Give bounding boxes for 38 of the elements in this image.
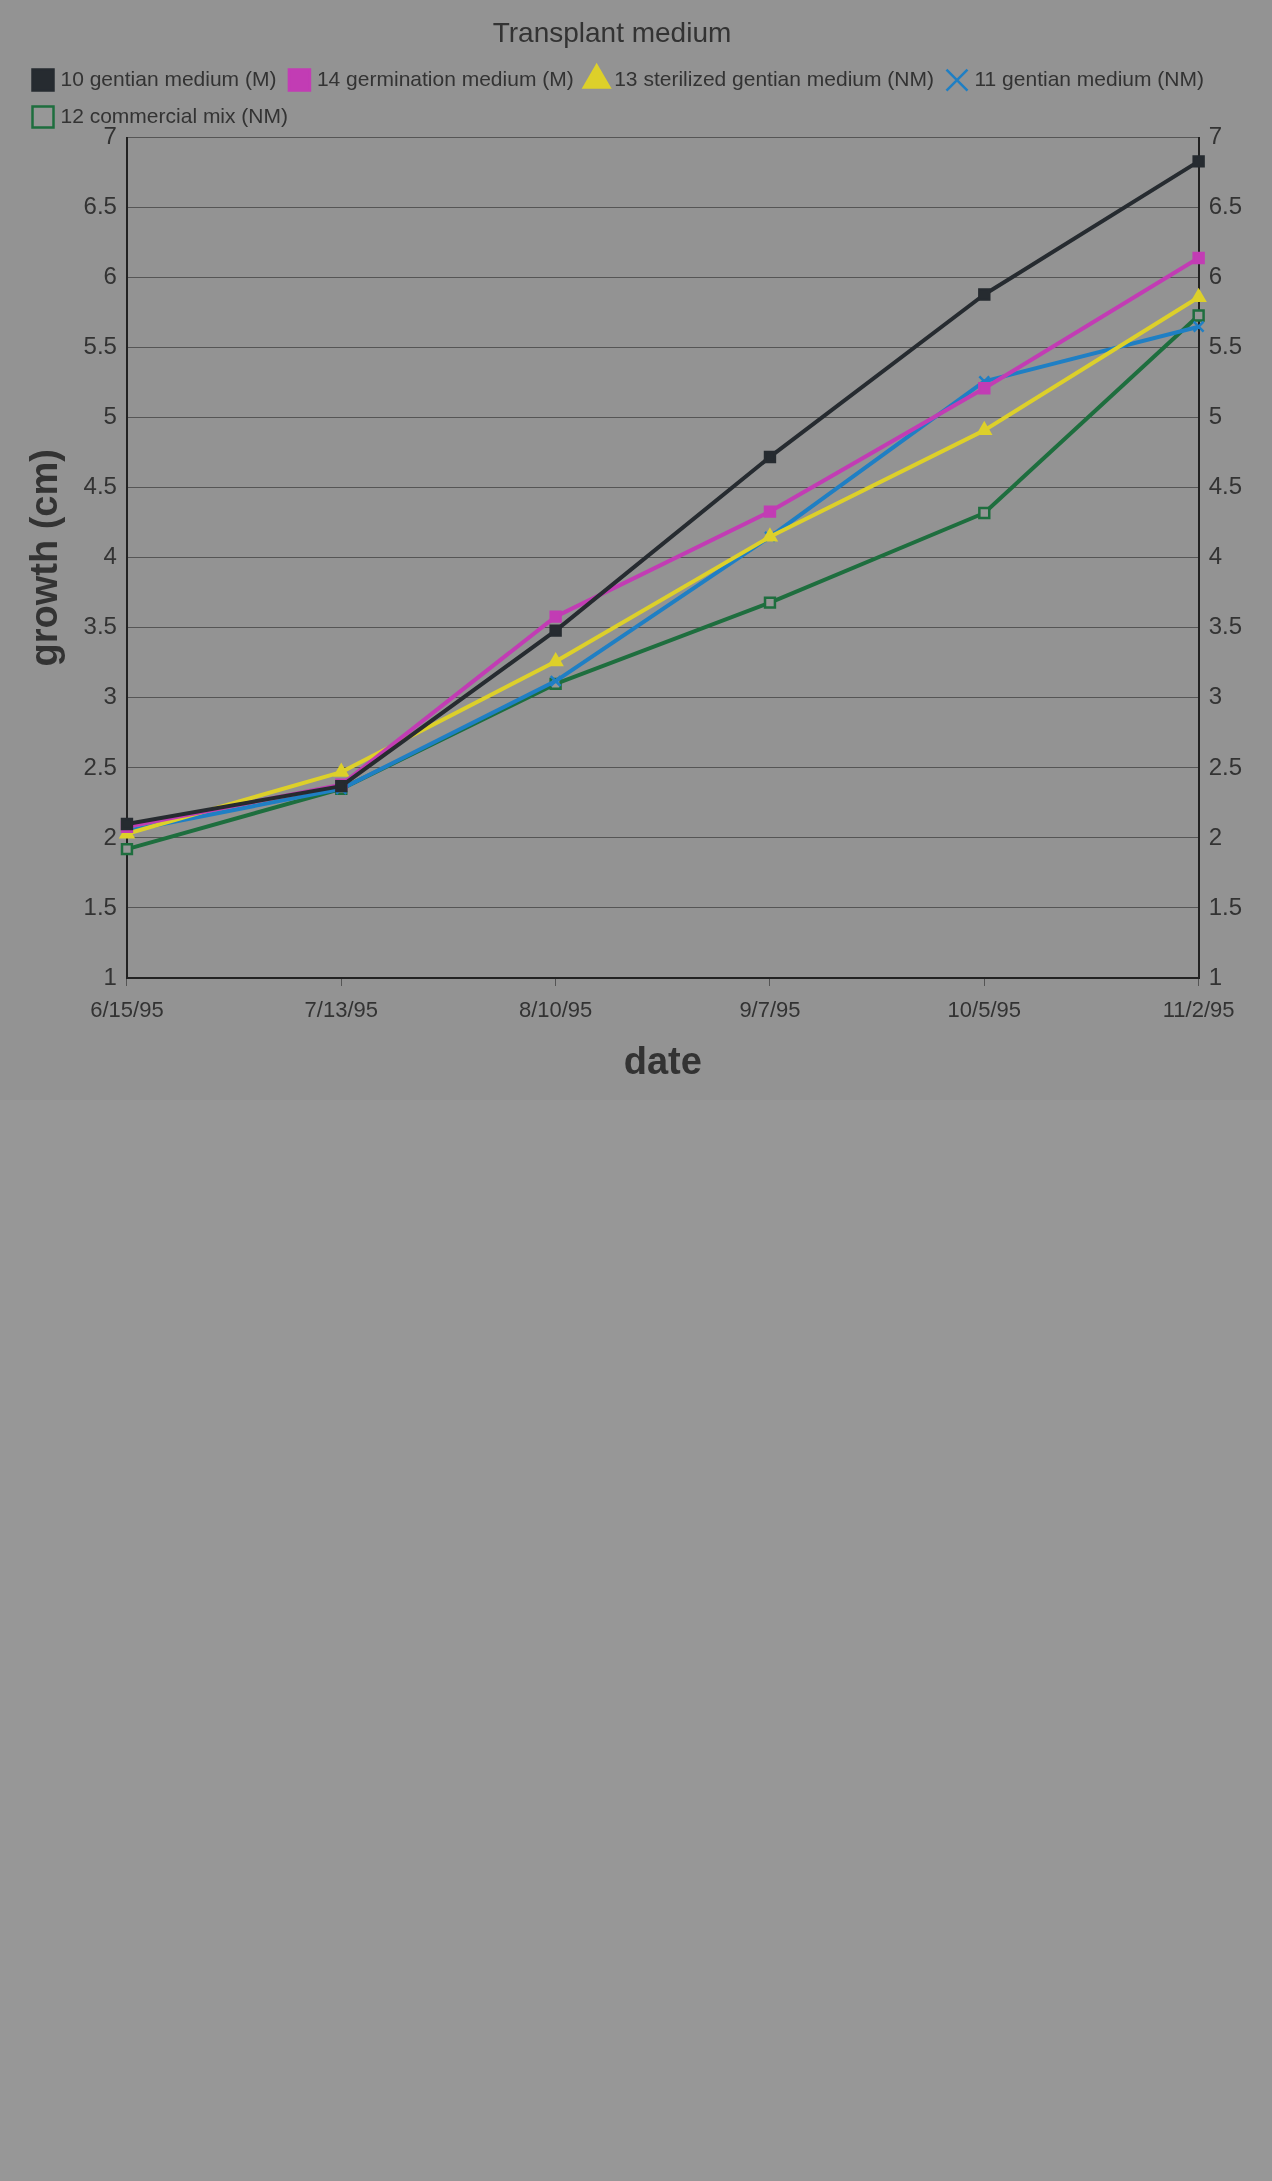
y-tick-label: 4 bbox=[103, 542, 117, 570]
y2-tick-label: 2.5 bbox=[1208, 752, 1243, 780]
x-tick-label: 6/15/95 bbox=[90, 997, 164, 1023]
y2-tick-label: 3.5 bbox=[1208, 612, 1243, 640]
y-tick-label: 1.5 bbox=[83, 892, 117, 920]
y2-tick-label: 5 bbox=[1208, 402, 1222, 430]
y2-tick-label: 5.5 bbox=[1208, 332, 1243, 360]
y-tick-label: 6.5 bbox=[83, 192, 117, 220]
x-tick-label: 10/5/95 bbox=[947, 997, 1022, 1023]
y-tick-label: 3 bbox=[103, 682, 117, 710]
x-tick-label: 11/2/95 bbox=[1162, 997, 1235, 1023]
x-tick-label: 8/10/95 bbox=[518, 997, 593, 1023]
y2-tick-label: 6.5 bbox=[1208, 192, 1243, 220]
y-tick-label: 5.5 bbox=[83, 332, 117, 360]
y2-tick-label: 4 bbox=[1208, 542, 1222, 570]
y-tick-label: 1 bbox=[103, 962, 117, 990]
y-tick-label: 2.5 bbox=[83, 752, 117, 780]
legend-label: 10 gentian medium (M) bbox=[60, 66, 277, 90]
y-tick-label: 3.5 bbox=[83, 612, 117, 640]
legend-label: 14 germination medium (M) bbox=[316, 66, 574, 90]
y2-tick-label: 2 bbox=[1208, 822, 1222, 850]
x-axis-title: date bbox=[623, 1039, 702, 1082]
y-tick-label: 4.5 bbox=[83, 472, 117, 500]
x-tick-label: 7/13/95 bbox=[304, 997, 378, 1023]
y2-tick-label: 1 bbox=[1208, 962, 1222, 990]
x-tick-label: 9/7/95 bbox=[739, 997, 801, 1023]
y2-tick-label: 1.5 bbox=[1208, 892, 1243, 920]
y-axis-title: growth (cm) bbox=[23, 449, 66, 667]
y-tick-label: 6 bbox=[103, 262, 117, 290]
y2-tick-label: 3 bbox=[1208, 682, 1222, 710]
y-tick-label: 2 bbox=[103, 822, 117, 850]
legend-label: 13 sterilized gentian medium (NM) bbox=[614, 66, 934, 90]
y2-tick-label: 6 bbox=[1208, 262, 1222, 290]
y2-tick-label: 7 bbox=[1208, 122, 1222, 150]
legend-label: 11 gentian medium (NM) bbox=[974, 66, 1205, 90]
legend-title: Transplant medium bbox=[492, 16, 732, 48]
y-tick-label: 5 bbox=[103, 402, 117, 430]
y2-tick-label: 4.5 bbox=[1208, 472, 1243, 500]
